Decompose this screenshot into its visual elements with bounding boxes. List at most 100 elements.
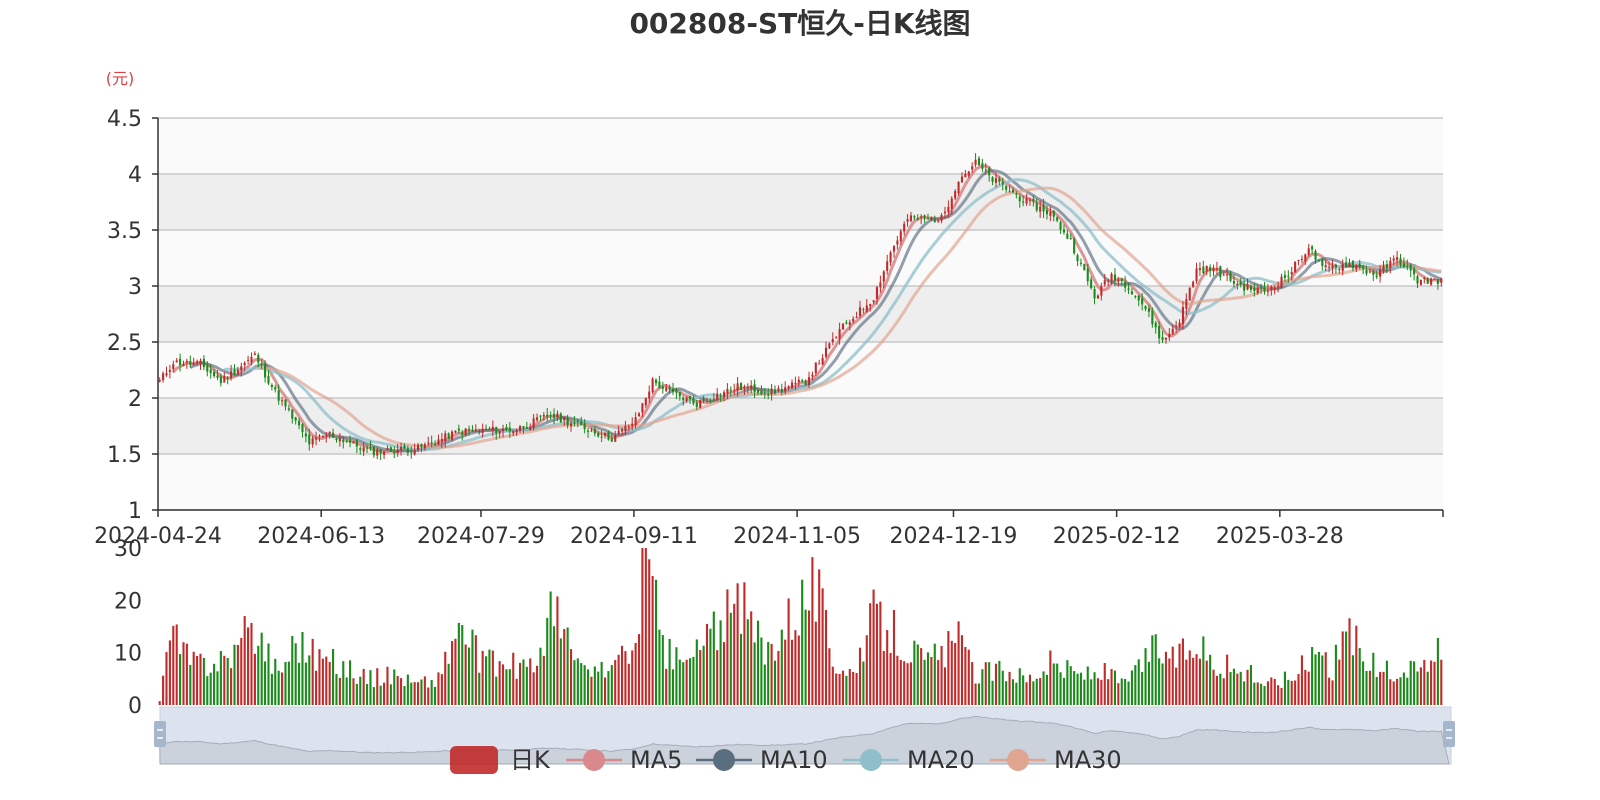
date-tick-label: 2025-03-28 — [1216, 524, 1344, 549]
candle — [298, 418, 301, 430]
candle-body — [937, 220, 940, 222]
volume-bar — [909, 662, 913, 705]
candle-body — [1416, 276, 1419, 284]
candle-body — [1290, 271, 1293, 275]
candle-body — [1137, 295, 1140, 301]
candle-body — [1185, 299, 1188, 309]
candle-body — [790, 382, 794, 389]
candle — [1379, 265, 1382, 283]
candle-body — [247, 359, 250, 361]
volume-bar — [1032, 681, 1035, 705]
candle — [1011, 187, 1015, 194]
candle — [301, 423, 304, 438]
candle — [277, 384, 280, 405]
candle — [552, 408, 556, 425]
candle — [1416, 274, 1419, 289]
candle — [784, 381, 787, 395]
volume-bar — [274, 658, 277, 705]
candle-body — [1178, 322, 1181, 328]
volume-bar — [654, 579, 658, 705]
candle-body — [818, 363, 821, 365]
candle — [838, 322, 841, 345]
candle-body — [947, 206, 950, 213]
candle — [1440, 278, 1443, 287]
candle-body — [1392, 258, 1395, 261]
candle-body — [797, 379, 800, 383]
candle — [889, 250, 892, 267]
candle-body — [1008, 191, 1011, 193]
volume-bars — [158, 548, 1443, 705]
candle — [770, 383, 773, 401]
volume-bar — [199, 653, 202, 705]
volume-bar — [1124, 679, 1127, 705]
candle-body — [260, 364, 263, 366]
legend-item-日k[interactable]: 日K — [450, 746, 551, 774]
candle — [590, 427, 593, 432]
candle — [179, 353, 182, 372]
volume-bar — [1382, 671, 1385, 705]
candle — [328, 431, 331, 439]
volume-bar — [474, 635, 477, 705]
volume-bar — [1253, 682, 1256, 705]
candle — [495, 426, 498, 440]
candle — [1229, 270, 1232, 283]
candle-body — [1236, 283, 1239, 285]
candle-body — [814, 362, 817, 374]
candle-body — [366, 447, 369, 449]
candle-body — [906, 219, 909, 222]
candle-body — [930, 217, 933, 220]
volume-bar — [389, 684, 392, 705]
candle-body — [1069, 238, 1072, 240]
candle — [549, 411, 552, 420]
candle-body — [777, 388, 780, 392]
candle — [464, 427, 467, 437]
candle — [1273, 285, 1276, 295]
candle — [1219, 265, 1222, 281]
candle — [1103, 273, 1106, 287]
candle — [610, 432, 613, 442]
candles — [158, 153, 1443, 461]
candle — [1375, 270, 1378, 279]
candle — [906, 214, 909, 227]
legend-item-ma10[interactable]: MA10 — [696, 746, 828, 774]
volume-bar — [420, 679, 423, 705]
legend-item-ma20[interactable]: MA20 — [843, 746, 975, 774]
candle-body — [1045, 210, 1049, 215]
volume-bar — [719, 620, 722, 705]
candle — [593, 426, 596, 437]
candle-body — [1209, 267, 1212, 271]
volume-bar — [1144, 648, 1147, 705]
candle-body — [1324, 265, 1327, 268]
candle — [1005, 184, 1008, 193]
volume-bar — [1277, 685, 1280, 705]
candle — [716, 387, 719, 402]
candle — [352, 440, 355, 444]
candle-body — [787, 386, 790, 389]
candle-body — [1419, 279, 1422, 285]
candle — [872, 300, 875, 305]
candle — [417, 442, 420, 453]
legend[interactable]: 日K MA5 MA10 MA20 MA30 — [450, 746, 1122, 774]
candle — [767, 388, 770, 400]
volume-bar — [1436, 637, 1439, 705]
legend-item-ma30[interactable]: MA30 — [990, 746, 1122, 774]
legend-item-ma5[interactable]: MA5 — [566, 746, 682, 774]
candle-body — [988, 167, 991, 176]
ma30-line — [258, 186, 1442, 449]
candle — [1008, 185, 1011, 193]
volume-bar — [1328, 677, 1331, 705]
candle-body — [1249, 285, 1252, 290]
candle-body — [270, 384, 273, 387]
candle-body — [287, 408, 290, 410]
candle-body — [369, 447, 372, 449]
candle — [733, 383, 736, 396]
volume-bar — [869, 603, 872, 705]
candle — [566, 414, 569, 429]
grid-band — [158, 174, 1443, 230]
candle — [967, 170, 970, 179]
candle-body — [923, 215, 926, 218]
candle-body — [716, 393, 719, 400]
candle-body — [610, 438, 613, 442]
volume-bar — [1246, 669, 1249, 705]
candle-body — [828, 343, 831, 349]
